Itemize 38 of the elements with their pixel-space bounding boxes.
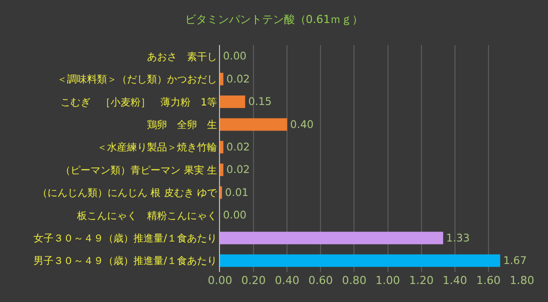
x-tick-label: 0.60	[308, 274, 333, 287]
data-label: 0.00	[223, 50, 247, 63]
data-label: 1.33	[446, 232, 470, 244]
y-tick-label: ＜水産練り製品＞焼き竹輪	[97, 142, 217, 154]
bar	[220, 254, 500, 267]
data-label: 0.15	[248, 96, 272, 108]
data-label: 0.02	[226, 142, 250, 154]
y-tick-label: こむぎ ［小麦粉］ 薄力粉 1等	[60, 96, 217, 108]
x-tick-label: 0.80	[342, 274, 366, 287]
y-tick-label: （にんじん類）にんじん 根 皮むき ゆで	[37, 187, 218, 200]
x-tick-label: 1.80	[510, 274, 534, 287]
y-tick-label: 男子３０～４９（歳）推進量/１食あたり	[34, 255, 217, 268]
bar	[220, 72, 224, 86]
y-tick-label: 板こんにゃく 精粉こんにゃく	[76, 210, 217, 222]
x-tick-label: 1.20	[409, 274, 434, 287]
data-label: 0.01	[225, 186, 248, 199]
x-tick-label: 0.20	[241, 274, 266, 287]
bar	[220, 232, 444, 244]
bar	[220, 164, 224, 176]
chart-title: ビタミンパントテン酸（0.61ｍｇ）	[184, 12, 364, 26]
data-label: 0.02	[226, 164, 250, 176]
bar	[220, 140, 224, 154]
y-tick-label: 女子３０～４９（歳）推進量/１食あたり	[34, 232, 217, 244]
y-tick-label: あおさ 素干し	[147, 50, 217, 63]
x-tick-label: 0.00	[208, 274, 232, 287]
y-tick-label: 鶏卵 全卵 生	[147, 118, 217, 131]
data-label: 0.00	[223, 210, 247, 222]
data-label: 1.67	[503, 255, 527, 268]
x-tick-label: 1.00	[376, 274, 400, 287]
x-tick-label: 1.40	[442, 274, 468, 287]
data-label: 0.02	[226, 73, 250, 86]
bar	[220, 118, 288, 131]
y-tick-label: ＜調味料類＞（だし類）かつおだし	[57, 74, 217, 86]
data-label: 0.40	[290, 118, 314, 131]
y-tick-label: （ピーマン類）青ピーマン 果実 生	[60, 164, 217, 176]
bar	[220, 96, 246, 108]
x-tick-label: 1.60	[476, 274, 501, 287]
x-tick-label: 0.40	[274, 274, 300, 287]
